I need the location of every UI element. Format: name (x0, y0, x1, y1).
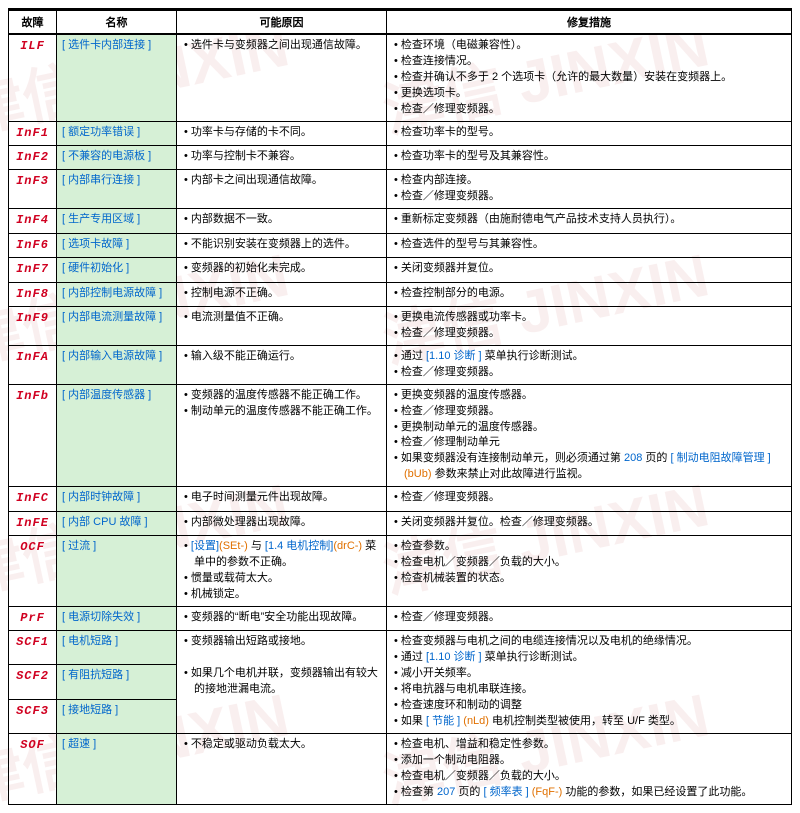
fault-code: InF4 (9, 209, 57, 233)
table-row: InF6[ 选项卡故障 ]不能识别安装在变频器上的选件。检查选件的型号与其兼容性… (9, 233, 792, 257)
fault-code: InFA (9, 345, 57, 384)
fault-code: InFC (9, 487, 57, 511)
fault-name: [ 内部电流测量故障 ] (57, 306, 177, 345)
fault-name: [ 内部控制电源故障 ] (57, 282, 177, 306)
fault-code: InF8 (9, 282, 57, 306)
fault-remedy: 检查功率卡的型号及其兼容性。 (387, 146, 792, 170)
fault-cause: 变频器的“断电”安全功能出现故障。 (177, 606, 387, 630)
fault-cause: 不稳定或驱动负载太大。 (177, 733, 387, 804)
col-remedy: 修复措施 (387, 10, 792, 35)
fault-name: [ 超速 ] (57, 733, 177, 804)
table-row: InF3[ 内部串行连接 ]内部卡之间出现通信故障。检查内部连接。检查／修理变频… (9, 170, 792, 209)
table-row: InF9[ 内部电流测量故障 ]电流测量值不正确。更换电流传感器或功率卡。检查／… (9, 306, 792, 345)
fault-code: InF9 (9, 306, 57, 345)
fault-cause: 控制电源不正确。 (177, 282, 387, 306)
fault-code: SCF2 (9, 665, 57, 699)
table-row: InF2[ 不兼容的电源板 ]功率与控制卡不兼容。检查功率卡的型号及其兼容性。 (9, 146, 792, 170)
fault-remedy: 通过 [1.10 诊断 ] 菜单执行诊断测试。检查／修理变频器。 (387, 345, 792, 384)
fault-cause: 变频器输出短路或接地。如果几个电机并联，变频器输出有较大的接地泄漏电流。 (177, 631, 387, 734)
fault-table: 故障 名称 可能原因 修复措施 ILF[ 选件卡内部连接 ]选件卡与变频器之间出… (8, 8, 792, 805)
fault-cause: 内部微处理器出现故障。 (177, 511, 387, 535)
fault-code: InF2 (9, 146, 57, 170)
table-row: InFC[ 内部时钟故障 ]电子时间测量元件出现故障。检查／修理变频器。 (9, 487, 792, 511)
table-row: OCF[ 过流 ][设置](SEt-) 与 [1.4 电机控制](drC-) 菜… (9, 536, 792, 607)
fault-name: [ 内部 CPU 故障 ] (57, 511, 177, 535)
fault-cause: 变频器的温度传感器不能正确工作。制动单元的温度传感器不能正确工作。 (177, 384, 387, 487)
fault-name: [ 硬件初始化 ] (57, 258, 177, 282)
fault-code: InFE (9, 511, 57, 535)
fault-name: [ 内部时钟故障 ] (57, 487, 177, 511)
fault-code: SCF3 (9, 699, 57, 733)
table-row: InFb[ 内部温度传感器 ]变频器的温度传感器不能正确工作。制动单元的温度传感… (9, 384, 792, 487)
table-row: InF8[ 内部控制电源故障 ]控制电源不正确。检查控制部分的电源。 (9, 282, 792, 306)
fault-remedy: 关闭变频器并复位。 (387, 258, 792, 282)
col-code: 故障 (9, 10, 57, 35)
fault-name: [ 过流 ] (57, 536, 177, 607)
table-row: ILF[ 选件卡内部连接 ]选件卡与变频器之间出现通信故障。检查环境（电磁兼容性… (9, 34, 792, 121)
fault-remedy: 检查选件的型号与其兼容性。 (387, 233, 792, 257)
col-cause: 可能原因 (177, 10, 387, 35)
fault-remedy: 重新标定变频器（由施耐德电气产品技术支持人员执行）。 (387, 209, 792, 233)
table-row: InFA[ 内部输入电源故障 ]输入级不能正确运行。通过 [1.10 诊断 ] … (9, 345, 792, 384)
fault-name: [ 额定功率错误 ] (57, 121, 177, 145)
fault-remedy: 更换电流传感器或功率卡。检查／修理变频器。 (387, 306, 792, 345)
fault-code: InF1 (9, 121, 57, 145)
fault-remedy: 检查功率卡的型号。 (387, 121, 792, 145)
fault-code: SCF1 (9, 631, 57, 665)
fault-remedy: 更换变频器的温度传感器。检查／修理变频器。更换制动单元的温度传感器。检查／修理制… (387, 384, 792, 487)
fault-cause: 内部数据不一致。 (177, 209, 387, 233)
table-row: InF4[ 生产专用区域 ]内部数据不一致。重新标定变频器（由施耐德电气产品技术… (9, 209, 792, 233)
fault-code: InF3 (9, 170, 57, 209)
col-name: 名称 (57, 10, 177, 35)
fault-code: ILF (9, 34, 57, 121)
fault-code: OCF (9, 536, 57, 607)
fault-code: InF7 (9, 258, 57, 282)
fault-cause: 不能识别安装在变频器上的选件。 (177, 233, 387, 257)
fault-remedy: 关闭变频器并复位。检查／修理变频器。 (387, 511, 792, 535)
fault-cause: [设置](SEt-) 与 [1.4 电机控制](drC-) 菜单中的参数不正确。… (177, 536, 387, 607)
fault-cause: 内部卡之间出现通信故障。 (177, 170, 387, 209)
table-row: SCF1[ 电机短路 ]变频器输出短路或接地。如果几个电机并联，变频器输出有较大… (9, 631, 792, 665)
fault-remedy: 检查参数。检查电机／变频器／负载的大小。检查机械装置的状态。 (387, 536, 792, 607)
fault-remedy: 检查／修理变频器。 (387, 487, 792, 511)
fault-name: [ 内部输入电源故障 ] (57, 345, 177, 384)
table-row: InF1[ 额定功率错误 ]功率卡与存储的卡不同。检查功率卡的型号。 (9, 121, 792, 145)
table-row: PrF[ 电源切除失效 ]变频器的“断电”安全功能出现故障。检查／修理变频器。 (9, 606, 792, 630)
fault-name: [ 不兼容的电源板 ] (57, 146, 177, 170)
fault-remedy: 检查内部连接。检查／修理变频器。 (387, 170, 792, 209)
fault-code: InFb (9, 384, 57, 487)
fault-cause: 输入级不能正确运行。 (177, 345, 387, 384)
fault-name: [ 内部串行连接 ] (57, 170, 177, 209)
table-row: SOF[ 超速 ]不稳定或驱动负载太大。检查电机、增益和稳定性参数。添加一个制动… (9, 733, 792, 804)
fault-code: SOF (9, 733, 57, 804)
fault-cause: 电流测量值不正确。 (177, 306, 387, 345)
fault-remedy: 检查控制部分的电源。 (387, 282, 792, 306)
fault-remedy: 检查变频器与电机之间的电缆连接情况以及电机的绝缘情况。通过 [1.10 诊断 ]… (387, 631, 792, 734)
fault-remedy: 检查／修理变频器。 (387, 606, 792, 630)
fault-name: [ 选件卡内部连接 ] (57, 34, 177, 121)
fault-cause: 功率与控制卡不兼容。 (177, 146, 387, 170)
fault-name: [ 有阻抗短路 ] (57, 665, 177, 699)
fault-remedy: 检查环境（电磁兼容性）。检查连接情况。检查并确认不多于 2 个选项卡（允许的最大… (387, 34, 792, 121)
fault-cause: 电子时间测量元件出现故障。 (177, 487, 387, 511)
fault-cause: 选件卡与变频器之间出现通信故障。 (177, 34, 387, 121)
fault-remedy: 检查电机、增益和稳定性参数。添加一个制动电阻器。检查电机／变频器／负载的大小。检… (387, 733, 792, 804)
header-row: 故障 名称 可能原因 修复措施 (9, 10, 792, 35)
table-row: InFE[ 内部 CPU 故障 ]内部微处理器出现故障。关闭变频器并复位。检查／… (9, 511, 792, 535)
fault-name: [ 生产专用区域 ] (57, 209, 177, 233)
fault-cause: 功率卡与存储的卡不同。 (177, 121, 387, 145)
fault-name: [ 接地短路 ] (57, 699, 177, 733)
fault-name: [ 电机短路 ] (57, 631, 177, 665)
fault-name: [ 选项卡故障 ] (57, 233, 177, 257)
table-row: InF7[ 硬件初始化 ]变频器的初始化未完成。关闭变频器并复位。 (9, 258, 792, 282)
fault-name: [ 内部温度传感器 ] (57, 384, 177, 487)
fault-cause: 变频器的初始化未完成。 (177, 258, 387, 282)
fault-code: InF6 (9, 233, 57, 257)
fault-code: PrF (9, 606, 57, 630)
fault-name: [ 电源切除失效 ] (57, 606, 177, 630)
